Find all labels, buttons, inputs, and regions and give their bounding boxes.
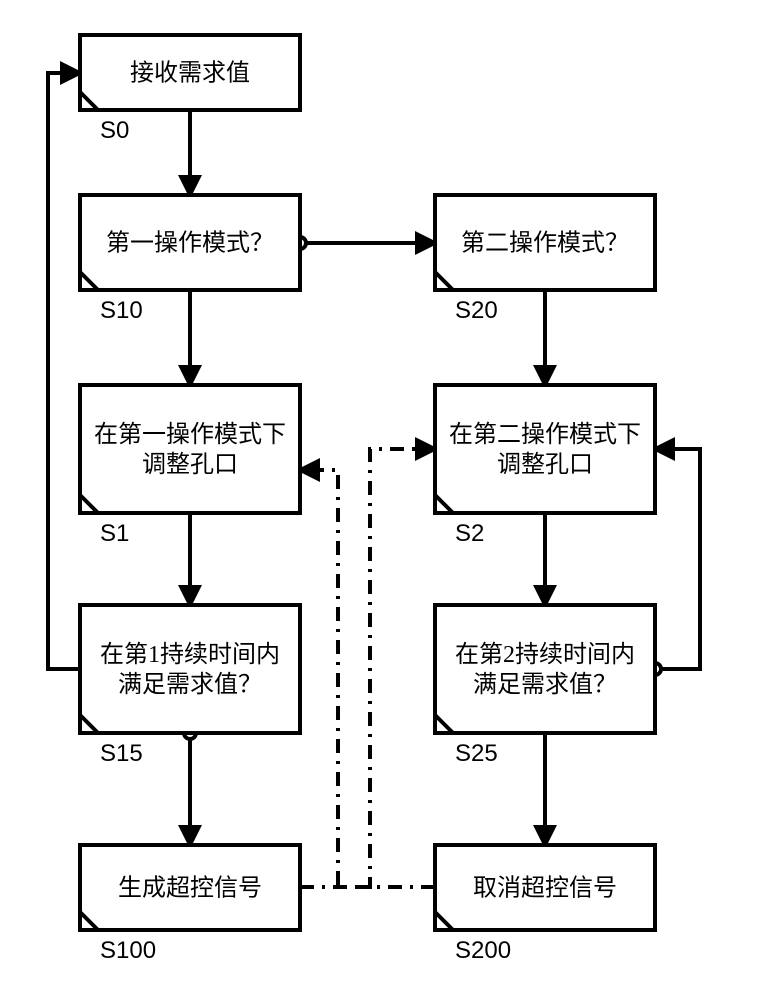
node-text: 满足需求值？ bbox=[118, 671, 262, 698]
edge-S25-S2 bbox=[655, 449, 700, 669]
node-S2 bbox=[435, 385, 655, 513]
node-text: 生成超控信号 bbox=[118, 875, 262, 902]
node-label: S25 bbox=[455, 740, 498, 767]
node-label: S10 bbox=[100, 297, 143, 324]
node-S25 bbox=[435, 605, 655, 733]
node-text: 调整孔口 bbox=[497, 451, 593, 478]
node-text: 满足需求值？ bbox=[473, 671, 617, 698]
node-label: S1 bbox=[100, 520, 129, 547]
node-text: 第一操作模式？ bbox=[106, 230, 274, 257]
edge-S15-S0 bbox=[48, 73, 80, 669]
node-label: S2 bbox=[455, 520, 484, 547]
node-S15 bbox=[80, 605, 300, 733]
node-text: 接收需求值 bbox=[130, 60, 250, 87]
flowchart-canvas: 接收需求值S0第一操作模式？S10第二操作模式？S20在第一操作模式下调整孔口S… bbox=[0, 0, 770, 1000]
node-text: 在第二操作模式下 bbox=[449, 421, 641, 448]
node-label: S20 bbox=[455, 297, 498, 324]
node-text: 在第1持续时间内 bbox=[100, 641, 280, 668]
node-label: S15 bbox=[100, 740, 143, 767]
node-label: S0 bbox=[100, 117, 129, 144]
node-text: 第二操作模式？ bbox=[461, 230, 629, 257]
node-text: 在第一操作模式下 bbox=[94, 421, 286, 448]
node-text: 在第2持续时间内 bbox=[455, 641, 635, 668]
edge-S100-S2 bbox=[300, 449, 435, 887]
edge-S200-S1 bbox=[300, 470, 435, 887]
node-label: S100 bbox=[100, 937, 156, 964]
node-text: 取消超控信号 bbox=[473, 875, 617, 902]
node-label: S200 bbox=[455, 937, 511, 964]
node-text: 调整孔口 bbox=[142, 451, 238, 478]
node-S1 bbox=[80, 385, 300, 513]
